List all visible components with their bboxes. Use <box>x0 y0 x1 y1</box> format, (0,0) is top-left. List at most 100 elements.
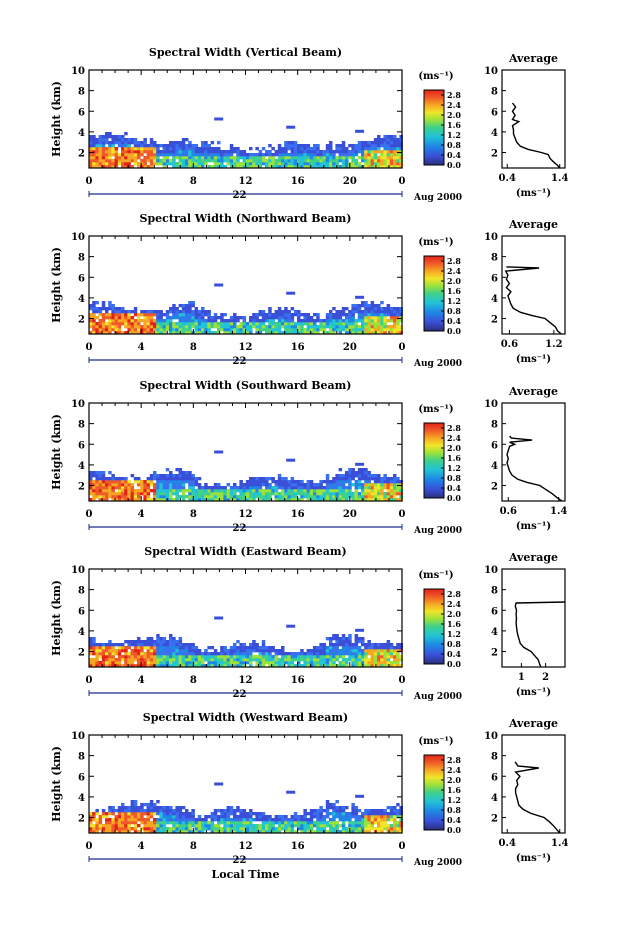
heatmap-cell <box>140 489 144 493</box>
heatmap-cell <box>287 821 291 825</box>
heatmap-cell <box>92 664 96 668</box>
heatmap-cell <box>364 165 368 169</box>
heatmap-cell <box>172 830 176 834</box>
heatmap-cell <box>271 319 275 323</box>
heatmap-cell <box>117 818 122 822</box>
heatmap-cell <box>242 489 247 493</box>
heatmap-cell <box>229 830 234 834</box>
heatmap-cell <box>130 643 135 647</box>
heatmap-cell <box>290 486 295 490</box>
heatmap-cell <box>255 495 259 499</box>
colorbar-tick-label: 2.8 <box>447 423 461 433</box>
heatmap-cell <box>143 655 147 659</box>
heatmap-cell <box>121 156 125 160</box>
heatmap-cell <box>217 661 221 665</box>
heatmap-cell <box>290 331 295 335</box>
heatmap-cell <box>143 652 147 656</box>
heatmap-cell <box>373 827 378 831</box>
heatmap-cell <box>399 495 403 499</box>
heatmap-cell <box>124 809 128 813</box>
heatmap-cell <box>335 652 339 656</box>
heatmap-cell <box>370 162 375 166</box>
heatmap-cell <box>306 486 311 490</box>
heatmap-cell <box>213 331 218 335</box>
heatmap-cell <box>95 480 99 484</box>
heatmap-cell <box>159 495 163 499</box>
heatmap-cell <box>389 827 394 831</box>
heatmap-cell <box>290 483 295 487</box>
heatmap-cell <box>357 325 362 329</box>
heatmap-cell <box>281 498 285 502</box>
heatmap-cell <box>281 655 285 659</box>
heatmap-cell <box>383 824 387 828</box>
heatmap-cell <box>95 483 99 487</box>
heatmap-cell <box>92 640 96 644</box>
heatmap-cell <box>351 322 355 326</box>
heatmap-cell <box>137 141 141 145</box>
heatmap-cell <box>335 483 339 487</box>
heatmap-cell <box>332 331 336 335</box>
heatmap-cell <box>399 159 403 163</box>
heatmap-cell <box>242 649 247 653</box>
heatmap-cell <box>207 156 211 160</box>
heatmap-cell <box>127 162 131 166</box>
average-title: Average <box>508 385 558 398</box>
heatmap-cell <box>284 486 288 490</box>
heatmap-cell <box>386 643 391 647</box>
y-axis-label: Height (km) <box>50 81 63 157</box>
heatmap-cell <box>140 159 144 163</box>
heatmap-cell <box>364 141 368 145</box>
heatmap-cell <box>265 313 269 317</box>
heatmap-cell <box>111 809 115 813</box>
average-y-tick-label: 6 <box>491 440 498 451</box>
heatmap-cell <box>169 815 173 819</box>
heatmap-cell <box>117 652 122 656</box>
heatmap-cell <box>281 483 285 487</box>
heatmap-cell <box>274 322 279 326</box>
heatmap-cell <box>153 809 157 813</box>
heatmap-cell <box>277 150 282 154</box>
heatmap-cell <box>89 498 93 502</box>
heatmap-cell <box>313 809 317 813</box>
heatmap-cell <box>165 483 170 487</box>
heatmap-cell <box>124 331 128 335</box>
heatmap-cell <box>245 325 250 329</box>
heatmap-cell <box>290 498 295 502</box>
heatmap-cell <box>140 664 144 668</box>
heatmap-cell <box>284 325 288 329</box>
heatmap-cell <box>367 316 371 320</box>
heatmap-cell <box>345 319 349 323</box>
heatmap-cell <box>172 643 176 647</box>
x-tick-label: 12 <box>239 176 253 187</box>
heatmap-cell <box>319 658 323 662</box>
heatmap-cell <box>181 307 186 311</box>
heatmap-cell <box>325 498 330 502</box>
heatmap-cell <box>217 486 221 490</box>
heatmap-cell <box>332 655 336 659</box>
heatmap-cell <box>386 655 391 659</box>
x-tick-label: 0 <box>399 342 406 353</box>
heatmap-cell <box>204 159 208 163</box>
heatmap-cell <box>396 159 400 163</box>
heatmap-cell <box>357 165 362 169</box>
heatmap-cell <box>105 815 109 819</box>
heatmap-cell <box>233 824 237 828</box>
heatmap-cell <box>149 806 154 810</box>
heatmap-cell <box>197 483 202 487</box>
heatmap-cell <box>361 815 365 819</box>
heatmap-cell <box>143 489 147 493</box>
heatmap-cell <box>249 325 253 329</box>
heatmap-cell <box>181 319 186 323</box>
heatmap-cell <box>364 477 368 481</box>
heatmap-cell <box>121 812 125 816</box>
heatmap-cell <box>188 486 192 490</box>
heatmap-cell <box>325 153 330 157</box>
heatmap-cell <box>130 815 135 819</box>
heatmap-cell <box>389 328 394 332</box>
heatmap-cell <box>114 331 119 335</box>
heatmap-cell <box>399 815 403 819</box>
heatmap-cell <box>354 661 359 665</box>
heatmap-cell <box>277 498 282 502</box>
heatmap-cell <box>373 141 378 145</box>
heatmap-cell <box>271 328 275 332</box>
